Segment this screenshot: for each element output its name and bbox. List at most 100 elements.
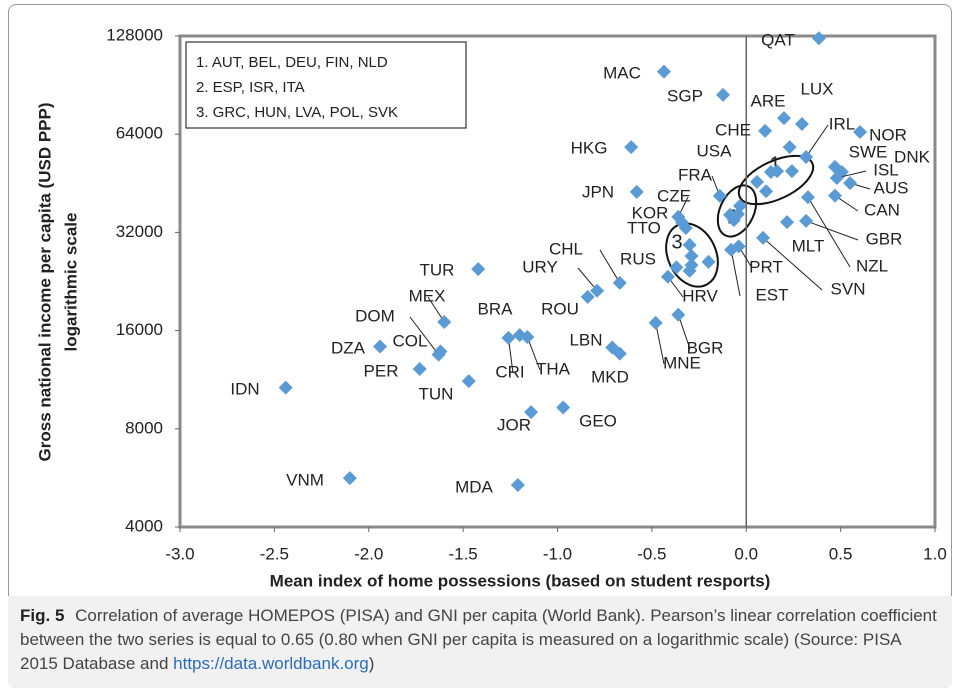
legend-text: 3. GRC, HUN, LVA, POL, SVK: [196, 104, 398, 121]
point: [660, 269, 675, 284]
group-number: 3: [671, 231, 682, 253]
point-label: HKG: [571, 138, 608, 157]
caption-link[interactable]: https://data.worldbank.org: [173, 654, 369, 673]
point-label: TUR: [420, 260, 455, 279]
point: [780, 215, 795, 230]
point-label: TUN: [419, 384, 454, 403]
point: [510, 478, 525, 493]
point-label: CHE: [715, 120, 751, 139]
caption-end: ): [368, 654, 375, 673]
point: [624, 140, 639, 155]
point-label: IDN: [230, 379, 259, 398]
point: [671, 307, 686, 322]
point-label: URY: [522, 257, 558, 276]
point-label: CHL: [549, 239, 583, 258]
point-label: PRT: [749, 257, 783, 276]
leader-line: [805, 124, 829, 158]
point: [437, 315, 452, 330]
point-label: CZE: [657, 186, 691, 205]
point: [777, 111, 791, 126]
point: [701, 254, 716, 269]
point: [853, 125, 868, 140]
point: [843, 176, 858, 191]
point: [682, 237, 697, 252]
point-label: MEX: [409, 286, 446, 305]
legend-text: 2. ESP, ISR, ITA: [196, 79, 305, 96]
point-label: LUX: [800, 79, 833, 98]
point: [580, 289, 595, 304]
point: [712, 188, 727, 203]
chart: 1. AUT, BEL, DEU, FIN, NLD 2. ESP, ISR, …: [35, 25, 947, 590]
point-label: BGR: [687, 338, 724, 357]
x-tick-label: -3.0: [165, 544, 194, 563]
point: [756, 230, 771, 245]
point-label: GEO: [579, 411, 617, 430]
point-label: EST: [755, 285, 788, 304]
x-tick-label: -1.5: [448, 544, 477, 563]
y-tick-label: 4000: [125, 516, 163, 535]
x-tick-label: 1.0: [923, 544, 947, 563]
point: [684, 248, 699, 263]
y-tick-label: 32000: [116, 222, 163, 241]
point: [471, 262, 486, 277]
point-label: FRA: [678, 165, 713, 184]
point-label: TTO: [627, 218, 661, 237]
point-label: ISL: [873, 160, 899, 179]
caption-text: Correlation of average HOMEPOS (PISA) an…: [20, 606, 937, 673]
point-label: MKD: [591, 367, 629, 386]
point: [758, 123, 773, 138]
point-label: PER: [364, 361, 399, 380]
point: [524, 405, 539, 420]
caption: Fig. 5 Correlation of average HOMEPOS (P…: [8, 596, 952, 688]
point: [782, 140, 797, 155]
x-tick-label: 0.5: [829, 544, 853, 563]
point-label: IRL: [829, 114, 855, 133]
leader-line: [599, 249, 621, 284]
point: [648, 315, 663, 330]
leader-line: [409, 316, 439, 355]
point-label: CRI: [495, 362, 524, 381]
point-label: NOR: [869, 125, 907, 144]
y-tick-label: 64000: [116, 124, 163, 143]
leader-line: [655, 322, 665, 365]
x-tick-label: 0.0: [734, 544, 758, 563]
point-label: COL: [393, 331, 428, 350]
x-tick-label: -0.5: [637, 544, 666, 563]
point-label: LBN: [569, 330, 602, 349]
point-label: JPN: [582, 182, 614, 201]
point: [716, 87, 731, 102]
point: [520, 329, 535, 344]
y-tick-label: 128000: [106, 25, 163, 44]
point: [733, 198, 748, 213]
point-label: DNK: [894, 147, 931, 166]
group-ellipse: [716, 184, 758, 238]
leader-line: [762, 237, 823, 291]
point-label: BRA: [478, 299, 514, 318]
point: [412, 362, 427, 377]
point: [799, 149, 814, 164]
point: [724, 242, 739, 257]
point: [682, 263, 697, 278]
caption-label: Fig. 5: [20, 606, 65, 625]
point: [827, 188, 842, 203]
point-label: AUS: [874, 178, 909, 197]
point: [678, 221, 693, 236]
y-tick-label: 8000: [125, 418, 163, 437]
point-label: SGP: [667, 86, 703, 105]
x-tick-label: -1.0: [543, 544, 572, 563]
point-label: MAC: [603, 63, 641, 82]
leader-line: [805, 220, 859, 241]
point: [433, 344, 448, 359]
point: [669, 260, 684, 275]
point-label: MNE: [663, 353, 701, 372]
point: [612, 346, 627, 361]
point: [278, 380, 293, 395]
point-label: SWE: [849, 142, 888, 161]
x-tick-label: -2.0: [354, 544, 383, 563]
point-label: ROU: [541, 299, 579, 318]
y-axis-title: logarithmic scale: [61, 213, 80, 352]
point-label: RUS: [620, 249, 656, 268]
legend-text: 1. AUT, BEL, DEU, FIN, NLD: [196, 54, 388, 71]
point-label: VNM: [286, 470, 324, 489]
